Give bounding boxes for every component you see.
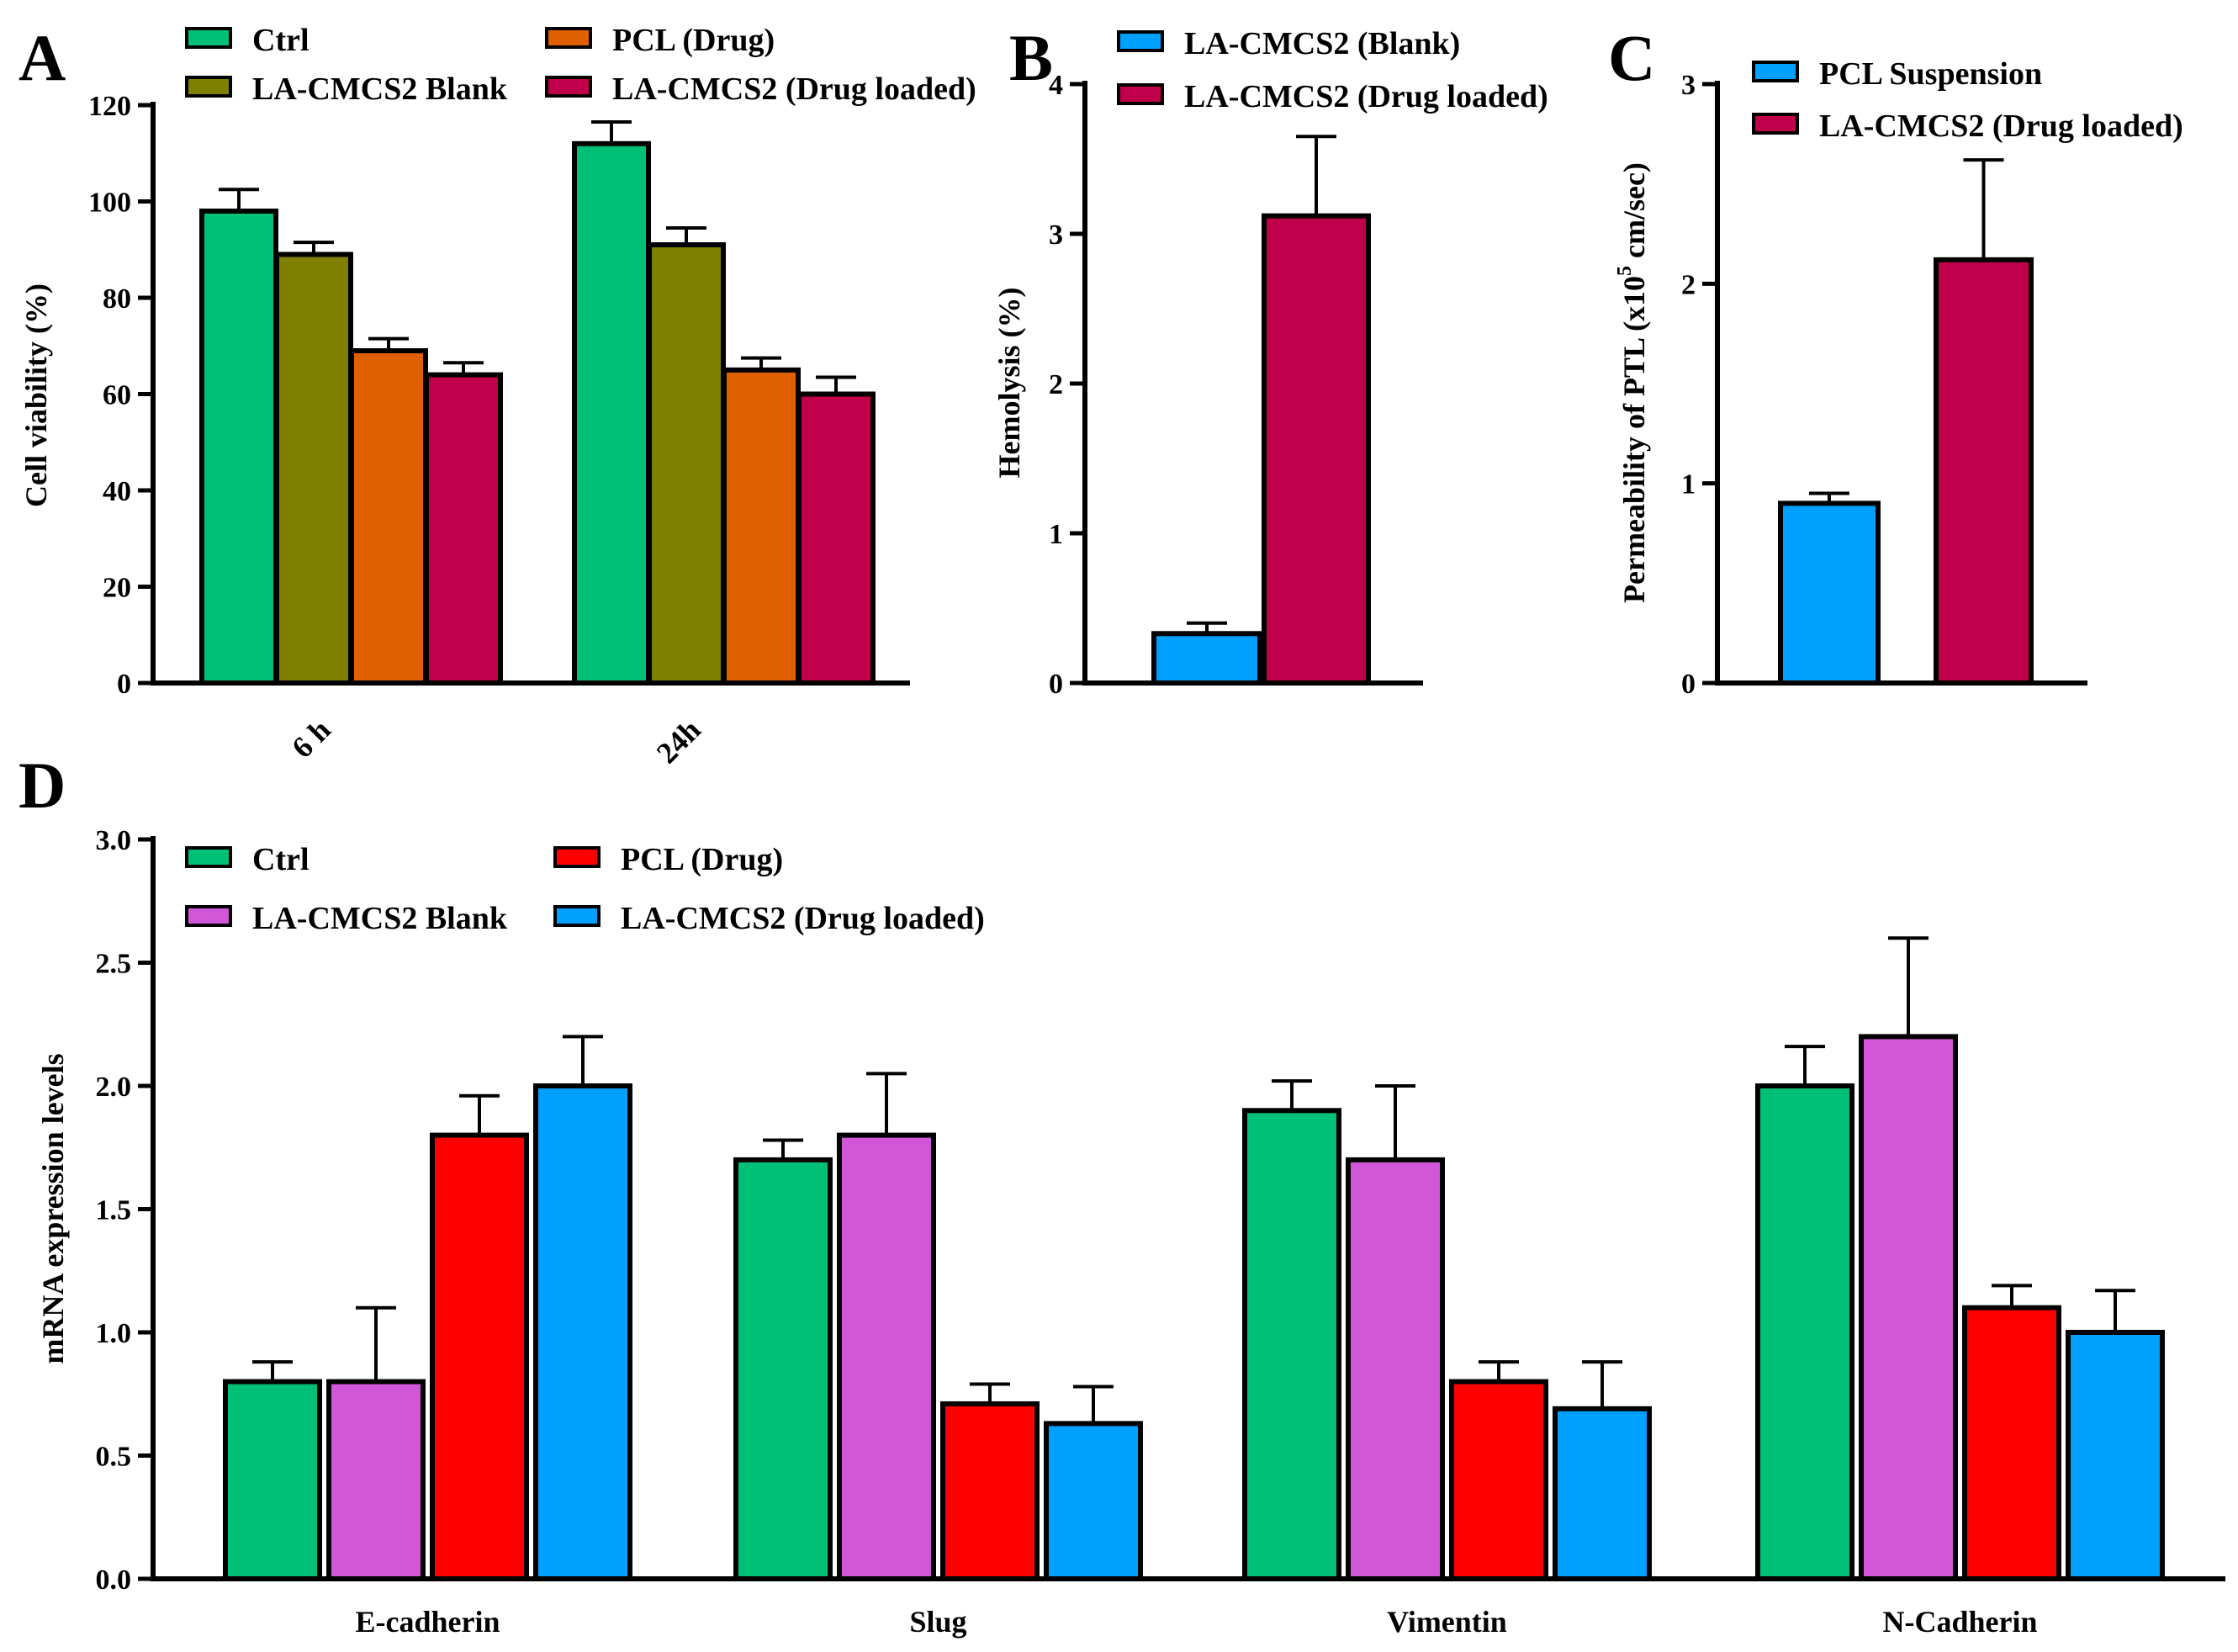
panel-b-legend-swatch-la-cmcs2-blank [1117,30,1164,52]
panel-c-legend-label-la-cmcs2-drug-loaded: LA-CMCS2 (Drug loaded) [1819,109,2183,144]
y-tick-label: 1 [1681,469,1696,500]
panel-a-legend-label-la-cmcs2-drug-loaded: LA-CMCS2 (Drug loaded) [612,71,976,107]
panel-a-legend-swatch-la-cmcs2-drug-loaded [545,76,592,98]
panel-letter-d: D [19,749,66,822]
y-tick-label: 80 [103,283,131,315]
panel-d-legend-label-la-cmcs2-blank: LA-CMCS2 Blank [252,901,508,936]
y-tick-label: 1.0 [96,1318,132,1349]
panel-d-bars [223,936,2165,1582]
bar-d-vimentin-pcl-drug [1449,1379,1548,1581]
bar-d-vimentin-ctrl [1242,1108,1341,1582]
bar-a-6-h-ctrl [199,208,278,686]
bar-b-la-cmcs2-blank [1151,631,1262,686]
bar-d-slug-ctrl [733,1157,833,1582]
panel-b-legend-label-la-cmcs2-drug-loaded: LA-CMCS2 (Drug loaded) [1184,79,1548,114]
panel-d-legend: Ctrl LA-CMCS2 Blank PCL (Drug) LA-CMCS2 (Dr… [185,842,985,936]
panel-d-legend-swatch-pcl-drug [553,846,601,868]
panel-a-legend-label-pcl-drug: PCL (Drug) [612,23,775,58]
panel-b-y-label: Hemolysis (%) [992,288,1026,479]
panel-letter-c: C [1608,21,1655,94]
bar-a-24h-la-cmcs2-drug-loaded [796,391,876,686]
panel-letter-b: B [1009,21,1053,94]
y-tick-label: 0.0 [96,1565,132,1596]
panel-a-legend-swatch-la-cmcs2-blank [185,76,232,98]
bar-a-24h-ctrl [572,140,651,686]
panel-b-bars [1151,135,1371,686]
y-tick-label: 3.0 [96,825,132,856]
panel-a-legend: Ctrl LA-CMCS2 Blank PCL (Drug) LA-CMCS2 (Dr… [185,23,976,107]
panel-c-y-label: Permeability of PTL (x105 cm/sec) [1614,162,1651,603]
y-tick-label: 4 [1049,70,1063,101]
bar-c-pcl-suspension [1778,500,1881,686]
bar-d-e-cadherin-ctrl [223,1379,322,1581]
panel-a-category-6-h: 6 h [285,712,337,765]
panel-a-legend-swatch-pcl-drug [545,27,592,49]
panel-b-legend-label-la-cmcs2-blank: LA-CMCS2 (Blank) [1184,26,1460,61]
panel-d-legend-swatch-la-cmcs2-blank [185,905,232,927]
panel-d-legend-swatch-la-cmcs2-drug-loaded [553,905,601,927]
panel-b-legend: LA-CMCS2 (Blank) LA-CMCS2 (Drug loaded) [1117,26,1548,114]
bar-a-24h-la-cmcs2-blank [647,242,726,686]
y-tick-label: 2.5 [96,949,132,980]
y-tick-label: 2 [1049,369,1063,400]
panel-d-category-slug: Slug [909,1605,966,1639]
panel-a-category-24h: 24h [650,712,707,770]
y-tick-label: 100 [88,188,131,219]
y-tick-label: 60 [103,380,131,411]
panel-c-legend-swatch-la-cmcs2-drug-loaded [1752,113,1799,135]
panel-d-legend-swatch-ctrl [185,846,232,868]
bar-d-vimentin-la-cmcs2-drug-loaded [1553,1406,1652,1581]
y-tick-label: 1.5 [96,1195,132,1226]
bar-d-n-cadherin-la-cmcs2-drug-loaded [2066,1330,2165,1581]
y-tick-label: 0 [117,669,131,700]
bar-d-e-cadherin-la-cmcs2-blank [326,1379,426,1581]
bar-a-6-h-la-cmcs2-blank [274,252,353,686]
y-tick-label: 2 [1681,269,1696,300]
panel-d-category-n-cadherin: N-Cadherin [1882,1605,2037,1639]
y-tick-label: 20 [103,573,131,604]
y-tick-label: 40 [103,476,131,507]
panel-c-legend-swatch-pcl-suspension [1752,61,1799,82]
y-axis-c: 0 1 2 3 [1681,70,2087,700]
bar-d-vimentin-la-cmcs2-blank [1346,1157,1445,1582]
bar-a-24h-pcl-drug [722,367,801,686]
bar-d-e-cadherin-pcl-drug [430,1132,529,1581]
y-tick-label: 0.5 [96,1442,132,1473]
panel-c-legend: PCL Suspension LA-CMCS2 (Drug loaded) [1752,56,2183,144]
panel-b-legend-swatch-la-cmcs2-drug-loaded [1117,83,1164,105]
bar-c-la-cmcs2-drug-loaded [1934,257,2034,686]
panel-d-legend-label-ctrl: Ctrl [252,842,310,877]
y-tick-label: 0 [1049,669,1063,700]
panel-d-legend-label-la-cmcs2-drug-loaded: LA-CMCS2 (Drug loaded) [621,901,985,936]
panel-d-category-vimentin: Vimentin [1387,1605,1507,1639]
panel-a-legend-swatch-ctrl [185,27,232,49]
bar-b-la-cmcs2-drug-loaded [1262,213,1371,686]
panel-c-bars [1778,158,2034,686]
panel-letter-a: A [19,21,66,94]
bar-d-slug-la-cmcs2-blank [837,1132,936,1581]
bar-d-n-cadherin-la-cmcs2-blank [1859,1034,1958,1581]
panel-a-bars [199,120,876,686]
panel-c-legend-label-pcl-suspension: PCL Suspension [1819,56,2042,92]
bar-a-6-h-la-cmcs2-drug-loaded [424,372,503,686]
y-tick-label: 3 [1681,70,1696,101]
bar-a-6-h-pcl-drug [349,347,428,686]
y-tick-label: 120 [88,91,131,122]
bar-d-slug-la-cmcs2-drug-loaded [1044,1421,1143,1582]
panel-d-category-e-cadherin: E-cadherin [355,1605,500,1639]
bar-d-n-cadherin-pcl-drug [1962,1305,2061,1581]
bar-d-n-cadherin-ctrl [1755,1083,1854,1581]
y-tick-label: 0 [1681,669,1696,700]
panel-d-y-label: mRNA expression levels [36,1053,70,1363]
bar-d-e-cadherin-la-cmcs2-drug-loaded [533,1083,632,1581]
y-tick-label: 2.0 [96,1072,132,1103]
panel-a-y-label: Cell viability (%) [19,283,53,507]
panel-d-legend-label-pcl-drug: PCL (Drug) [621,842,783,877]
panel-a-legend-label-la-cmcs2-blank: LA-CMCS2 Blank [252,71,508,107]
panel-a-legend-label-ctrl: Ctrl [252,23,310,58]
y-tick-label: 1 [1049,519,1063,550]
bar-d-slug-pcl-drug [940,1400,1040,1581]
y-tick-label: 3 [1049,220,1063,251]
